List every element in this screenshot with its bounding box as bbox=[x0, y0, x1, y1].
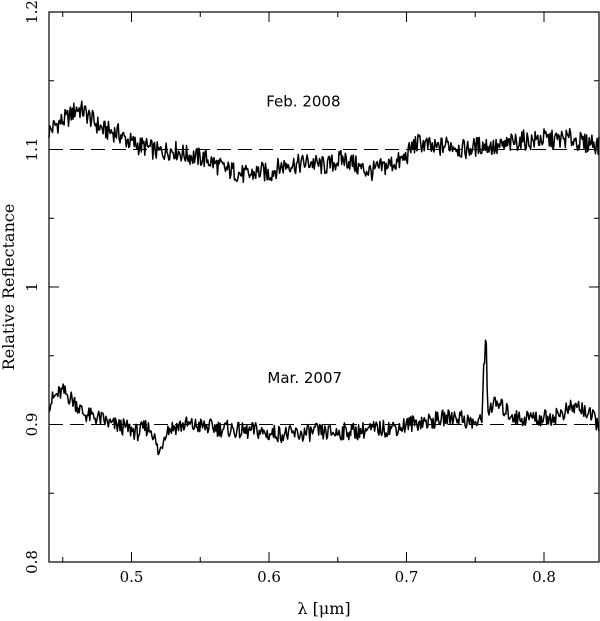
y-tick-label: 0.9 bbox=[23, 413, 41, 437]
x-tick-label: 0.6 bbox=[257, 568, 281, 586]
x-axis-label: λ [μm] bbox=[297, 599, 350, 618]
y-tick-label: 1.2 bbox=[23, 0, 41, 24]
series-annotation: Feb. 2008 bbox=[266, 93, 340, 111]
series-annotation: Mar. 2007 bbox=[267, 369, 342, 387]
x-tick-label: 0.8 bbox=[532, 568, 556, 586]
plot-frame bbox=[48, 11, 600, 563]
spectrum-line-0 bbox=[48, 100, 600, 184]
y-tick-label: 1 bbox=[23, 282, 41, 292]
axis-ticks: 0.5 0.6 0.7 0.8 0.8 0.9 1 1.1 1.2 bbox=[23, 0, 599, 586]
y-axis-label: Relative Reflectance bbox=[0, 204, 18, 371]
spectrum-line-1 bbox=[48, 339, 600, 456]
y-tick-label: 1.1 bbox=[23, 138, 41, 162]
series-layer bbox=[48, 100, 600, 456]
annotations: Feb. 2008 Mar. 2007 bbox=[266, 93, 342, 387]
x-tick-label: 0.7 bbox=[395, 568, 419, 586]
y-tick-label: 0.8 bbox=[23, 550, 41, 574]
x-tick-label: 0.5 bbox=[120, 568, 144, 586]
